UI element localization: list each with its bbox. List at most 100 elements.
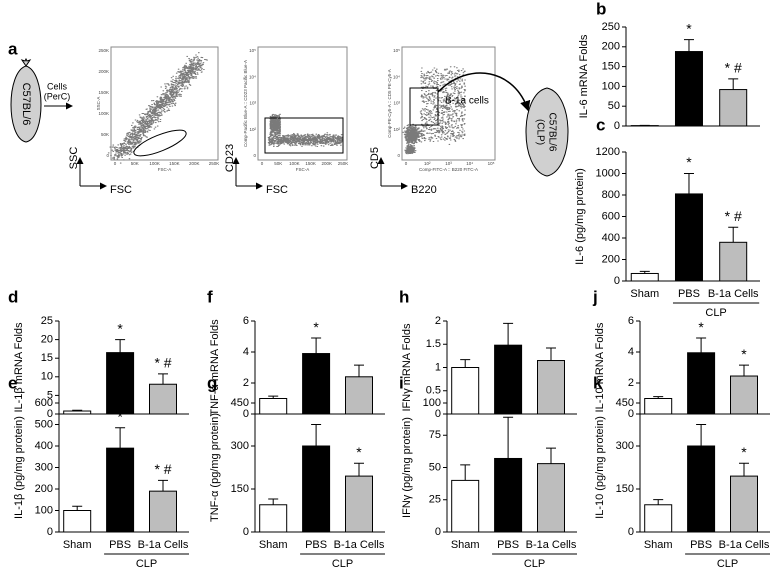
y-tick-label: 0 [628,408,634,420]
panel-a: a C57BL/6 Cells (PerC) B-1a cells C57BL/… [8,39,569,177]
bar [345,475,373,533]
y-axis-label: IL-6 mRNA Folds [578,34,590,118]
x-tick-label: Sham [644,539,673,551]
y-tick-label: 200 [602,41,620,53]
inner-tick: 200K [322,161,333,166]
inner-tick: 250K [209,161,220,166]
y-axis-label: IL-10 (pg/mg protein) [594,416,606,519]
x-tick-label: Sham [451,539,480,551]
x-tick-label: Sham [63,539,92,551]
event-dots [107,52,208,164]
x-tick-label: PBS [690,539,712,551]
y-axis-label: TNF-α mRNA Folds [209,319,221,416]
error-bar [683,173,694,194]
y-tick-label: 800 [602,189,620,201]
bar [451,367,480,415]
bar [302,445,331,533]
y-tick-label: 150 [602,61,620,73]
mouse-label: C57BL/6 [546,113,557,152]
event-dots [267,132,344,148]
inner-axis-label: Comp-Pacific Blue-A :: CD23 Pacific Blue… [243,60,248,147]
y-tick-label: 150 [231,483,249,495]
panel-letter: c [596,115,605,134]
y-tick-label: 1 [435,361,441,373]
bar [494,457,523,533]
x-tick-label: PBS [109,539,131,551]
y-tick-label: 400 [35,440,53,452]
y-axis-label: IFNγ (pg/mg protein) [401,417,413,518]
y-tick-label: 4 [243,346,249,358]
bar [674,193,703,282]
y-tick-label: 0.5 [426,385,441,397]
bar [644,398,673,415]
y-tick-label: 1200 [596,146,620,158]
y-tick-label: 400 [602,232,620,244]
bar [259,398,288,415]
event-dots [269,113,282,139]
mouse-label: C57BL/6 [20,83,32,126]
significance-label: * [313,319,319,335]
bar [719,89,748,127]
y-tick-label: 2 [628,377,634,389]
significance-label: * [117,320,123,336]
y-tick-label: 450 [616,397,634,409]
inner-tick: 50K [274,161,282,166]
event-dots [419,66,467,145]
y-tick-label: 100 [602,80,620,92]
y-tick-label: 300 [616,440,634,452]
significance-label: * # [725,208,742,224]
inner-tick: 150K [169,161,180,166]
gate-label: B-1a cells [445,96,489,107]
panel-letter: a [8,39,18,58]
y-tick-label: 0 [47,408,53,420]
y-tick-label: 0 [628,526,634,538]
bar [687,352,716,415]
error-bar [311,424,322,446]
error-bar [115,427,126,449]
arrow-label: Cells [47,81,68,91]
error-bar [72,505,83,511]
significance-label: * [686,154,692,170]
mouse-icon [525,87,569,177]
inner-tick: 100K [98,111,109,116]
significance-label: * # [725,60,742,76]
event-dots [404,144,417,155]
error-bar [696,424,707,446]
panel-letter: i [399,373,404,392]
y-tick-label: 200 [602,253,620,265]
error-bar [268,498,279,505]
x-tick-label: Sham [630,288,659,300]
panel-letter: h [399,287,409,306]
inner-tick: 0 [405,161,408,166]
inner-tick: 150K [98,90,109,95]
x-tick-label: Sham [259,539,288,551]
y-tick-label: 500 [35,418,53,430]
y-tick-label: 300 [231,440,249,452]
y-tick-label: 150 [616,483,634,495]
y-tick-label: 600 [602,210,620,222]
axis-label: CD23 [224,144,236,172]
inner-tick: 0 [106,153,109,158]
y-tick-label: 0 [243,408,249,420]
inner-tick: 50K [131,161,139,166]
inner-tick: 10³ [249,101,256,106]
axis-label: FSC [110,184,132,196]
inner-tick: 50K [101,132,109,137]
bar [630,272,659,282]
bar [451,479,480,533]
panel-letter: g [207,373,217,392]
y-tick-label: 4 [628,346,634,358]
y-tick-label: 0 [435,526,441,538]
bar [63,410,92,415]
inner-tick: 10⁴ [249,74,256,79]
inner-tick: 0 [253,153,256,158]
group-label: CLP [705,307,726,319]
inner-tick: 10² [424,161,431,166]
bar [63,510,92,533]
inner-tick: 10⁵ [393,48,400,53]
y-axis-label: IL-1β mRNA Folds [13,322,25,413]
inner-axis-label: FSC-A [296,167,310,172]
bar [345,376,373,415]
y-tick-label: 0 [614,120,620,132]
